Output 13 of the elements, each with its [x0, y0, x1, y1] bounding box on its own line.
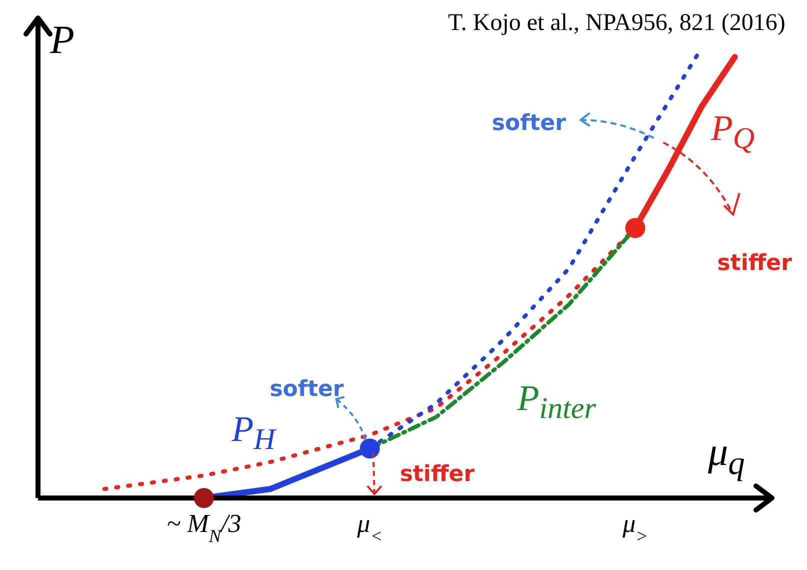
y-axis-title: P: [50, 16, 74, 63]
x-tick-label: μ$_{>}$: [622, 509, 648, 546]
annotation: softer: [270, 376, 344, 402]
annotation: stiffer: [400, 462, 475, 487]
text: T. Kojo et al., NPA956, 821 (2016): [448, 10, 786, 37]
series-label: P$_{Q}$: [710, 106, 755, 156]
x-tick-label: μ$_{<}$: [356, 509, 382, 546]
series-label: P$_{H}$: [232, 408, 276, 458]
x-axis-title: μ$_{q}$: [708, 428, 745, 483]
x-tick-label: ~ M$_{N}$/3: [166, 509, 242, 546]
series-label: P$_{inter}$: [517, 376, 596, 426]
annotation: stiffer: [717, 250, 792, 276]
annotation: softer: [492, 111, 566, 136]
